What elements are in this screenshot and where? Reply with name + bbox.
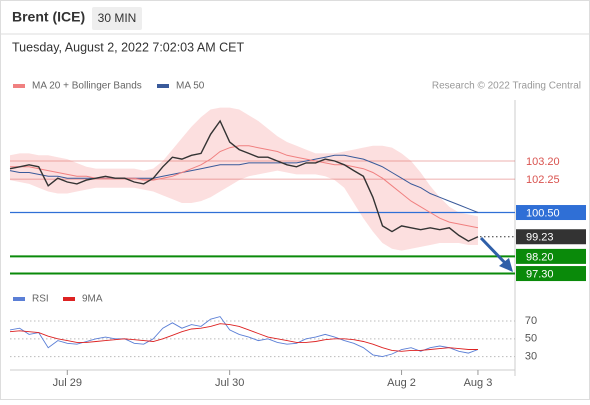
legend-label: 9MA: [82, 294, 103, 305]
price-line: [9, 119, 479, 242]
level-label: 100.50: [526, 207, 560, 219]
level-box: [516, 266, 586, 282]
y-tick-label: 50: [525, 333, 537, 345]
forecast-arrow: [479, 236, 510, 268]
rsi-line: [9, 323, 478, 352]
rsi-line: [9, 316, 479, 358]
level-label: 97.30: [526, 268, 554, 280]
legend-label: MA 50: [176, 81, 205, 92]
legend-swatch: [63, 297, 75, 301]
instrument-title: Brent (ICE): [12, 9, 85, 25]
legend-swatch: [13, 297, 25, 301]
x-tick-label: Jul 29: [53, 377, 82, 389]
legend-label: MA 20 + Bollinger Bands: [32, 81, 142, 92]
level-label: 102.25: [526, 174, 560, 186]
legend-swatch: [157, 84, 169, 88]
x-tick-label: Aug 2: [387, 377, 416, 389]
x-tick-label: Jul 30: [215, 377, 244, 389]
y-tick-label: 70: [525, 315, 537, 327]
level-label: 103.20: [526, 156, 560, 168]
moving-average: [9, 154, 479, 213]
legend-label: RSI: [32, 294, 49, 305]
y-tick-label: 30: [525, 351, 537, 363]
level-box: [516, 248, 586, 264]
credit: Research © 2022 Trading Central: [432, 81, 581, 92]
x-tick-label: Aug 3: [464, 377, 493, 389]
level-box: [516, 205, 586, 221]
timeframe-box: [92, 7, 142, 30]
level-box: [516, 229, 586, 245]
timestamp: Tuesday, August 2, 2022 7:02:03 AM CET: [12, 40, 244, 54]
forecast-arrowhead: [499, 258, 513, 272]
legend-swatch: [13, 84, 25, 88]
timeframe: 30 MIN: [98, 11, 137, 25]
level-label: 98.20: [526, 251, 554, 263]
moving-average: [10, 145, 479, 229]
level-label: 99.23: [526, 232, 554, 244]
